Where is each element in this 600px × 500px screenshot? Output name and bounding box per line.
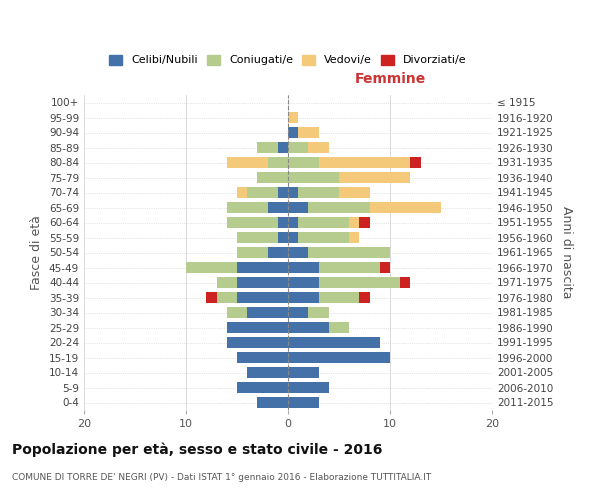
Bar — [359, 292, 370, 303]
Bar — [298, 232, 349, 243]
Bar — [257, 172, 288, 183]
Bar — [349, 232, 359, 243]
Bar — [400, 277, 410, 288]
Bar — [288, 232, 298, 243]
Bar — [288, 187, 298, 198]
Bar — [308, 247, 390, 258]
Bar — [237, 292, 288, 303]
Bar — [288, 127, 298, 138]
Bar — [339, 187, 370, 198]
Bar — [319, 262, 380, 273]
Bar — [288, 277, 319, 288]
Bar — [319, 157, 410, 168]
Bar — [298, 217, 349, 228]
Bar — [339, 172, 410, 183]
Bar — [227, 322, 288, 333]
Bar — [288, 262, 319, 273]
Bar — [288, 382, 329, 393]
Bar — [278, 187, 288, 198]
Bar — [288, 142, 308, 153]
Bar — [288, 337, 380, 348]
Bar — [227, 217, 278, 228]
Bar — [217, 277, 237, 288]
Bar — [288, 352, 390, 363]
Bar — [288, 307, 308, 318]
Bar — [380, 262, 390, 273]
Bar — [257, 142, 278, 153]
Bar — [227, 307, 247, 318]
Y-axis label: Anni di nascita: Anni di nascita — [560, 206, 573, 298]
Bar — [237, 277, 288, 288]
Bar — [288, 322, 329, 333]
Bar — [227, 157, 268, 168]
Bar — [319, 277, 400, 288]
Bar — [227, 337, 288, 348]
Bar — [329, 322, 349, 333]
Bar — [186, 262, 237, 273]
Bar — [278, 232, 288, 243]
Bar — [237, 232, 278, 243]
Bar — [278, 217, 288, 228]
Bar — [288, 292, 319, 303]
Bar — [247, 187, 278, 198]
Bar — [288, 397, 319, 408]
Bar — [288, 367, 319, 378]
Bar — [268, 247, 288, 258]
Legend: Celibi/Nubili, Coniugati/e, Vedovi/e, Divorziati/e: Celibi/Nubili, Coniugati/e, Vedovi/e, Di… — [105, 50, 471, 70]
Bar — [319, 292, 359, 303]
Bar — [308, 202, 370, 213]
Bar — [359, 217, 370, 228]
Bar — [237, 382, 288, 393]
Bar — [237, 247, 268, 258]
Bar — [247, 307, 288, 318]
Bar — [288, 247, 308, 258]
Bar — [410, 157, 421, 168]
Bar — [370, 202, 441, 213]
Bar — [288, 172, 339, 183]
Bar — [298, 187, 339, 198]
Bar — [288, 217, 298, 228]
Bar — [288, 202, 308, 213]
Bar — [308, 307, 329, 318]
Bar — [237, 262, 288, 273]
Bar — [288, 112, 298, 123]
Bar — [247, 367, 288, 378]
Text: Femmine: Femmine — [355, 72, 425, 86]
Bar — [217, 292, 237, 303]
Text: COMUNE DI TORRE DE' NEGRI (PV) - Dati ISTAT 1° gennaio 2016 - Elaborazione TUTTI: COMUNE DI TORRE DE' NEGRI (PV) - Dati IS… — [12, 472, 431, 482]
Bar — [298, 127, 319, 138]
Bar — [227, 202, 268, 213]
Bar — [206, 292, 217, 303]
Bar — [349, 217, 359, 228]
Bar — [268, 202, 288, 213]
Bar — [278, 142, 288, 153]
Y-axis label: Fasce di età: Fasce di età — [31, 215, 43, 290]
Bar — [308, 142, 329, 153]
Text: Popolazione per età, sesso e stato civile - 2016: Popolazione per età, sesso e stato civil… — [12, 442, 382, 457]
Bar — [257, 397, 288, 408]
Bar — [237, 352, 288, 363]
Bar — [288, 157, 319, 168]
Bar — [268, 157, 288, 168]
Bar — [237, 187, 247, 198]
